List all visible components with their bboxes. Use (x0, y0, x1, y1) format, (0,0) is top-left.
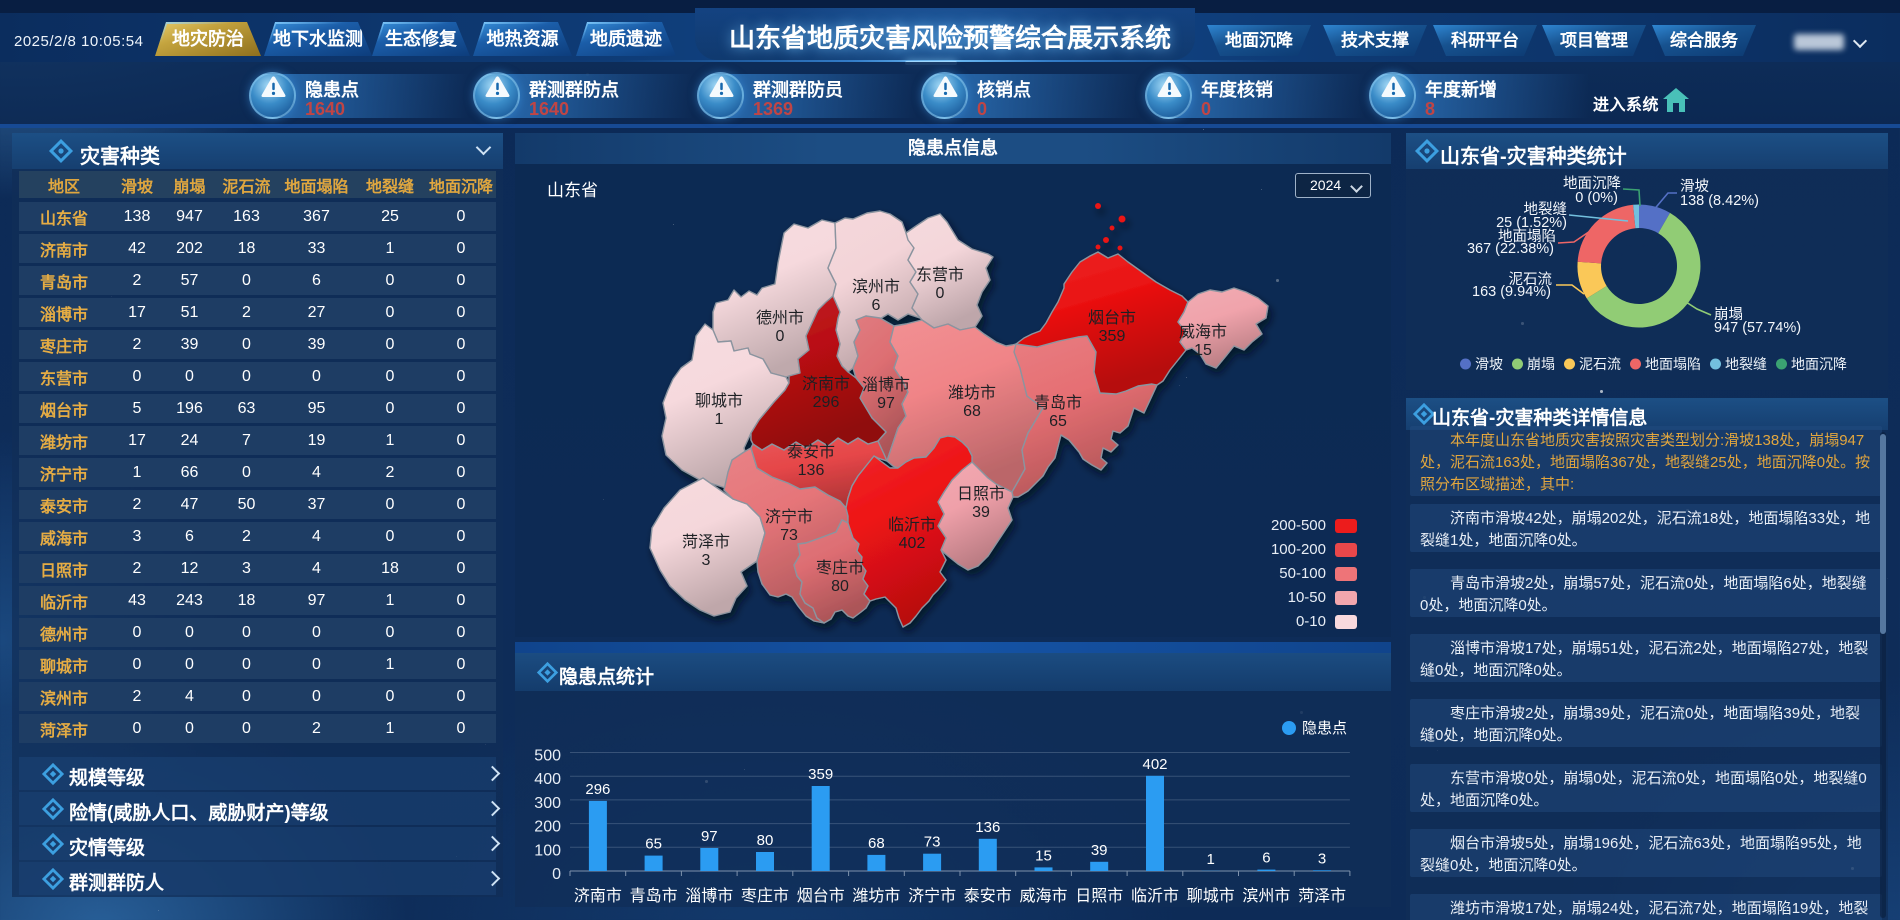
svg-text:地裂缝: 地裂缝 (1725, 356, 1767, 372)
svg-text:威海市: 威海市 (1019, 887, 1067, 905)
svg-text:68: 68 (963, 403, 981, 420)
svg-text:402: 402 (899, 535, 926, 552)
svg-text:地面沉降: 地面沉降 (1791, 356, 1847, 372)
svg-text:200: 200 (534, 819, 561, 836)
svg-text:枣庄市: 枣庄市 (816, 559, 864, 577)
svg-text:济宁市: 济宁市 (908, 887, 956, 905)
svg-text:滑坡: 滑坡 (1475, 356, 1503, 372)
svg-text:地裂缝: 地裂缝 (1524, 201, 1568, 218)
svg-text:青岛市: 青岛市 (630, 887, 678, 905)
svg-text:潍坊市: 潍坊市 (852, 887, 900, 905)
svg-text:滨州市: 滨州市 (852, 278, 900, 296)
svg-text:296: 296 (813, 394, 840, 411)
svg-text:3: 3 (1318, 850, 1326, 867)
svg-text:0: 0 (776, 328, 785, 345)
svg-text:73: 73 (924, 834, 941, 851)
svg-text:滑坡: 滑坡 (1680, 178, 1709, 195)
svg-text:1: 1 (1207, 851, 1215, 868)
svg-text:359: 359 (1099, 328, 1126, 345)
svg-text:300: 300 (534, 795, 561, 812)
svg-text:日照市: 日照市 (1075, 887, 1123, 905)
svg-text:15: 15 (1035, 847, 1052, 864)
svg-text:泰安市: 泰安市 (787, 443, 835, 461)
svg-text:滨州市: 滨州市 (1242, 887, 1290, 905)
svg-text:1: 1 (715, 411, 724, 428)
svg-text:聊城市: 聊城市 (1187, 887, 1235, 905)
svg-text:3: 3 (702, 552, 711, 569)
svg-text:296: 296 (585, 781, 610, 798)
svg-text:隐患点: 隐患点 (1302, 720, 1347, 737)
svg-text:烟台市: 烟台市 (1088, 309, 1136, 327)
svg-text:淄博市: 淄博市 (685, 887, 733, 905)
svg-text:73: 73 (780, 527, 798, 544)
svg-text:68: 68 (868, 835, 885, 852)
svg-text:地面塌陷: 地面塌陷 (1645, 356, 1701, 372)
svg-text:地面塌陷: 地面塌陷 (1498, 228, 1556, 245)
svg-text:地面沉降: 地面沉降 (1563, 175, 1621, 192)
svg-text:德州市: 德州市 (756, 309, 804, 327)
svg-text:泥石流: 泥石流 (1579, 356, 1621, 372)
svg-text:65: 65 (1049, 413, 1067, 430)
svg-text:临沂市: 临沂市 (1131, 887, 1179, 905)
svg-text:泰安市: 泰安市 (964, 887, 1012, 905)
svg-text:枣庄市: 枣庄市 (741, 887, 789, 905)
svg-text:136: 136 (798, 462, 825, 479)
svg-text:25 (1.52%): 25 (1.52%) (1496, 215, 1567, 231)
svg-text:潍坊市: 潍坊市 (948, 384, 996, 402)
svg-text:100: 100 (534, 842, 561, 859)
svg-text:6: 6 (872, 297, 881, 314)
svg-text:947 (57.74%): 947 (57.74%) (1714, 320, 1801, 336)
svg-text:0 (0%): 0 (0%) (1575, 190, 1618, 206)
svg-text:367 (22.38%): 367 (22.38%) (1467, 241, 1554, 257)
svg-text:138 (8.42%): 138 (8.42%) (1680, 193, 1759, 209)
svg-text:39: 39 (972, 504, 990, 521)
svg-text:97: 97 (877, 395, 895, 412)
svg-text:青岛市: 青岛市 (1034, 394, 1082, 412)
svg-text:400: 400 (534, 771, 561, 788)
svg-text:39: 39 (1091, 842, 1108, 859)
svg-text:136: 136 (975, 819, 1000, 836)
svg-text:97: 97 (701, 828, 718, 845)
svg-text:500: 500 (534, 748, 561, 765)
svg-text:65: 65 (645, 836, 662, 853)
svg-text:临沂市: 临沂市 (888, 516, 936, 534)
svg-text:威海市: 威海市 (1179, 323, 1227, 341)
svg-text:0: 0 (552, 866, 561, 883)
svg-text:163 (9.94%): 163 (9.94%) (1472, 284, 1551, 300)
svg-text:359: 359 (808, 766, 833, 783)
svg-text:6: 6 (1262, 850, 1270, 867)
svg-text:聊城市: 聊城市 (695, 392, 743, 410)
svg-text:菏泽市: 菏泽市 (1298, 887, 1346, 905)
svg-text:15: 15 (1194, 342, 1212, 359)
svg-text:淄博市: 淄博市 (862, 376, 910, 394)
svg-text:济宁市: 济宁市 (765, 508, 813, 526)
svg-text:泥石流: 泥石流 (1509, 271, 1553, 288)
svg-text:烟台市: 烟台市 (797, 887, 845, 905)
svg-text:济南市: 济南市 (574, 887, 622, 905)
svg-text:东营市: 东营市 (916, 266, 964, 284)
svg-text:80: 80 (757, 832, 774, 849)
svg-text:0: 0 (936, 285, 945, 302)
svg-text:80: 80 (831, 578, 849, 595)
svg-text:402: 402 (1142, 756, 1167, 773)
svg-text:济南市: 济南市 (802, 375, 850, 393)
svg-text:崩塌: 崩塌 (1714, 306, 1743, 323)
svg-text:崩塌: 崩塌 (1527, 356, 1555, 372)
svg-text:菏泽市: 菏泽市 (682, 533, 730, 551)
svg-text:日照市: 日照市 (957, 485, 1005, 503)
